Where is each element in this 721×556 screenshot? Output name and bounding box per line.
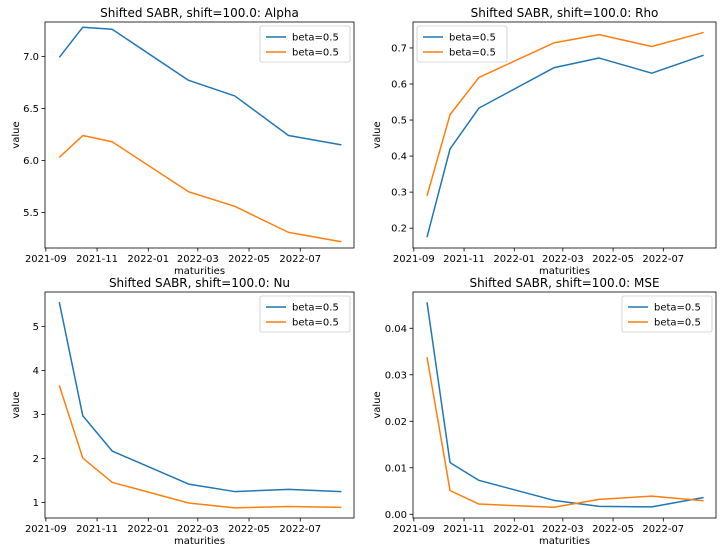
legend-label-1: beta=0.5: [449, 33, 496, 44]
x-tick-label-2022-07: 2022-07: [279, 254, 321, 265]
chart-title: Shifted SABR, shift=100.0: Rho: [471, 6, 659, 20]
legend-label-2: beta=0.5: [449, 48, 496, 59]
x-tick-label-2021-09: 2021-09: [393, 524, 435, 535]
y-tick-label-0-03: 0.03: [385, 370, 407, 381]
axes-frame: [412, 291, 717, 519]
chart-title: Shifted SABR, shift=100.0: Alpha: [100, 6, 299, 20]
y-axis-label: value: [11, 391, 22, 418]
axes-frame: [412, 21, 717, 249]
y-axis-label: value: [372, 121, 383, 148]
axes-frame: [44, 291, 355, 519]
x-tick-label-2021-09: 2021-09: [25, 254, 67, 265]
legend: beta=0.5 beta=0.5: [259, 295, 351, 333]
y-tick-label-0-2: 0.2: [391, 224, 407, 235]
x-tick-label-2022-03: 2022-03: [542, 524, 584, 535]
legend: beta=0.5 beta=0.5: [259, 25, 351, 63]
y-tick-label-0-6: 0.6: [391, 79, 407, 90]
series-line-2: [426, 31, 704, 196]
y-tick-label-5-5: 5.5: [23, 208, 39, 219]
x-tick-label-2022-01: 2022-01: [493, 524, 535, 535]
y-axis-label: value: [11, 121, 22, 148]
y-tick-label-0-04: 0.04: [385, 324, 407, 335]
x-tick-label-2021-11: 2021-11: [443, 254, 485, 265]
y-tick-label-0-02: 0.02: [385, 417, 407, 428]
x-axis-label: maturities: [174, 536, 225, 547]
y-axis-label: value: [372, 391, 383, 418]
x-tick-label-2022-05: 2022-05: [228, 524, 270, 535]
y-tick-label-3: 3: [33, 410, 39, 421]
y-tick-label-2: 2: [33, 454, 39, 465]
x-tick-label-2022-05: 2022-05: [592, 524, 634, 535]
x-axis-label: maturities: [539, 536, 590, 547]
y-tick-label-0-7: 0.7: [391, 43, 407, 54]
series-line-2: [426, 356, 704, 509]
y-tick-label-0-01: 0.01: [385, 463, 407, 474]
legend-label-2: beta=0.5: [292, 318, 339, 329]
x-tick-label-2021-11: 2021-11: [76, 254, 118, 265]
series-line-1: [58, 301, 342, 493]
chart-panel-3: Shifted SABR, shift=100.0: Nu 2021-09 2021…: [11, 276, 355, 547]
legend-label-1: beta=0.5: [292, 33, 339, 44]
x-tick-label-2022-03: 2022-03: [177, 524, 219, 535]
x-tick-label-2022-05: 2022-05: [592, 254, 634, 265]
legend-label-2: beta=0.5: [292, 48, 339, 59]
legend-box: [259, 25, 351, 63]
x-tick-label-2022-07: 2022-07: [642, 524, 684, 535]
x-tick-label-2022-03: 2022-03: [177, 254, 219, 265]
x-tick-label-2022-07: 2022-07: [642, 254, 684, 265]
y-tick-label-0-00: 0.00: [385, 510, 407, 521]
y-tick-label-6-0: 6.0: [23, 156, 39, 167]
series-line-1: [426, 302, 704, 508]
y-tick-label-4: 4: [33, 366, 39, 377]
y-tick-label-0-5: 0.5: [391, 116, 407, 127]
series-line-2: [58, 385, 342, 509]
chart-title: Shifted SABR, shift=100.0: MSE: [469, 276, 659, 290]
x-tick-label-2021-09: 2021-09: [25, 524, 67, 535]
x-axis-label: maturities: [174, 266, 225, 277]
series-line-1: [58, 26, 342, 146]
axes-frame: [44, 21, 355, 249]
legend: beta=0.5 beta=0.5: [416, 25, 508, 63]
x-tick-label-2022-05: 2022-05: [228, 254, 270, 265]
y-tick-label-5: 5: [33, 322, 39, 333]
legend-box: [621, 295, 713, 333]
series-line-2: [58, 134, 342, 243]
legend-label-1: beta=0.5: [292, 303, 339, 314]
chart-panel-2: Shifted SABR, shift=100.0: Rho 2021-09 202…: [372, 6, 717, 277]
x-tick-label-2021-09: 2021-09: [393, 254, 435, 265]
y-tick-label-7-0: 7.0: [23, 52, 39, 63]
x-tick-label-2022-01: 2022-01: [127, 524, 169, 535]
chart-title: Shifted SABR, shift=100.0: Nu: [109, 276, 290, 290]
x-tick-label-2022-01: 2022-01: [127, 254, 169, 265]
legend: beta=0.5 beta=0.5: [621, 295, 713, 333]
x-tick-label-2022-01: 2022-01: [493, 254, 535, 265]
y-tick-label-0-3: 0.3: [391, 188, 407, 199]
x-axis-label: maturities: [539, 266, 590, 277]
x-tick-label-2021-11: 2021-11: [443, 524, 485, 535]
legend-box: [416, 25, 508, 63]
chart-panel-1: Shifted SABR, shift=100.0: Alpha 2021-09 2…: [11, 6, 355, 277]
x-tick-label-2022-07: 2022-07: [279, 524, 321, 535]
y-tick-label-0-4: 0.4: [391, 152, 407, 163]
series-line-1: [426, 54, 704, 238]
x-tick-label-2022-03: 2022-03: [542, 254, 584, 265]
legend-label-1: beta=0.5: [654, 303, 701, 314]
chart-panel-4: Shifted SABR, shift=100.0: MSE 2021-09 202…: [372, 276, 717, 547]
x-tick-label-2021-11: 2021-11: [76, 524, 118, 535]
y-tick-label-6-5: 6.5: [23, 104, 39, 115]
y-tick-label-1: 1: [33, 498, 39, 509]
legend-label-2: beta=0.5: [654, 318, 701, 329]
legend-box: [259, 295, 351, 333]
